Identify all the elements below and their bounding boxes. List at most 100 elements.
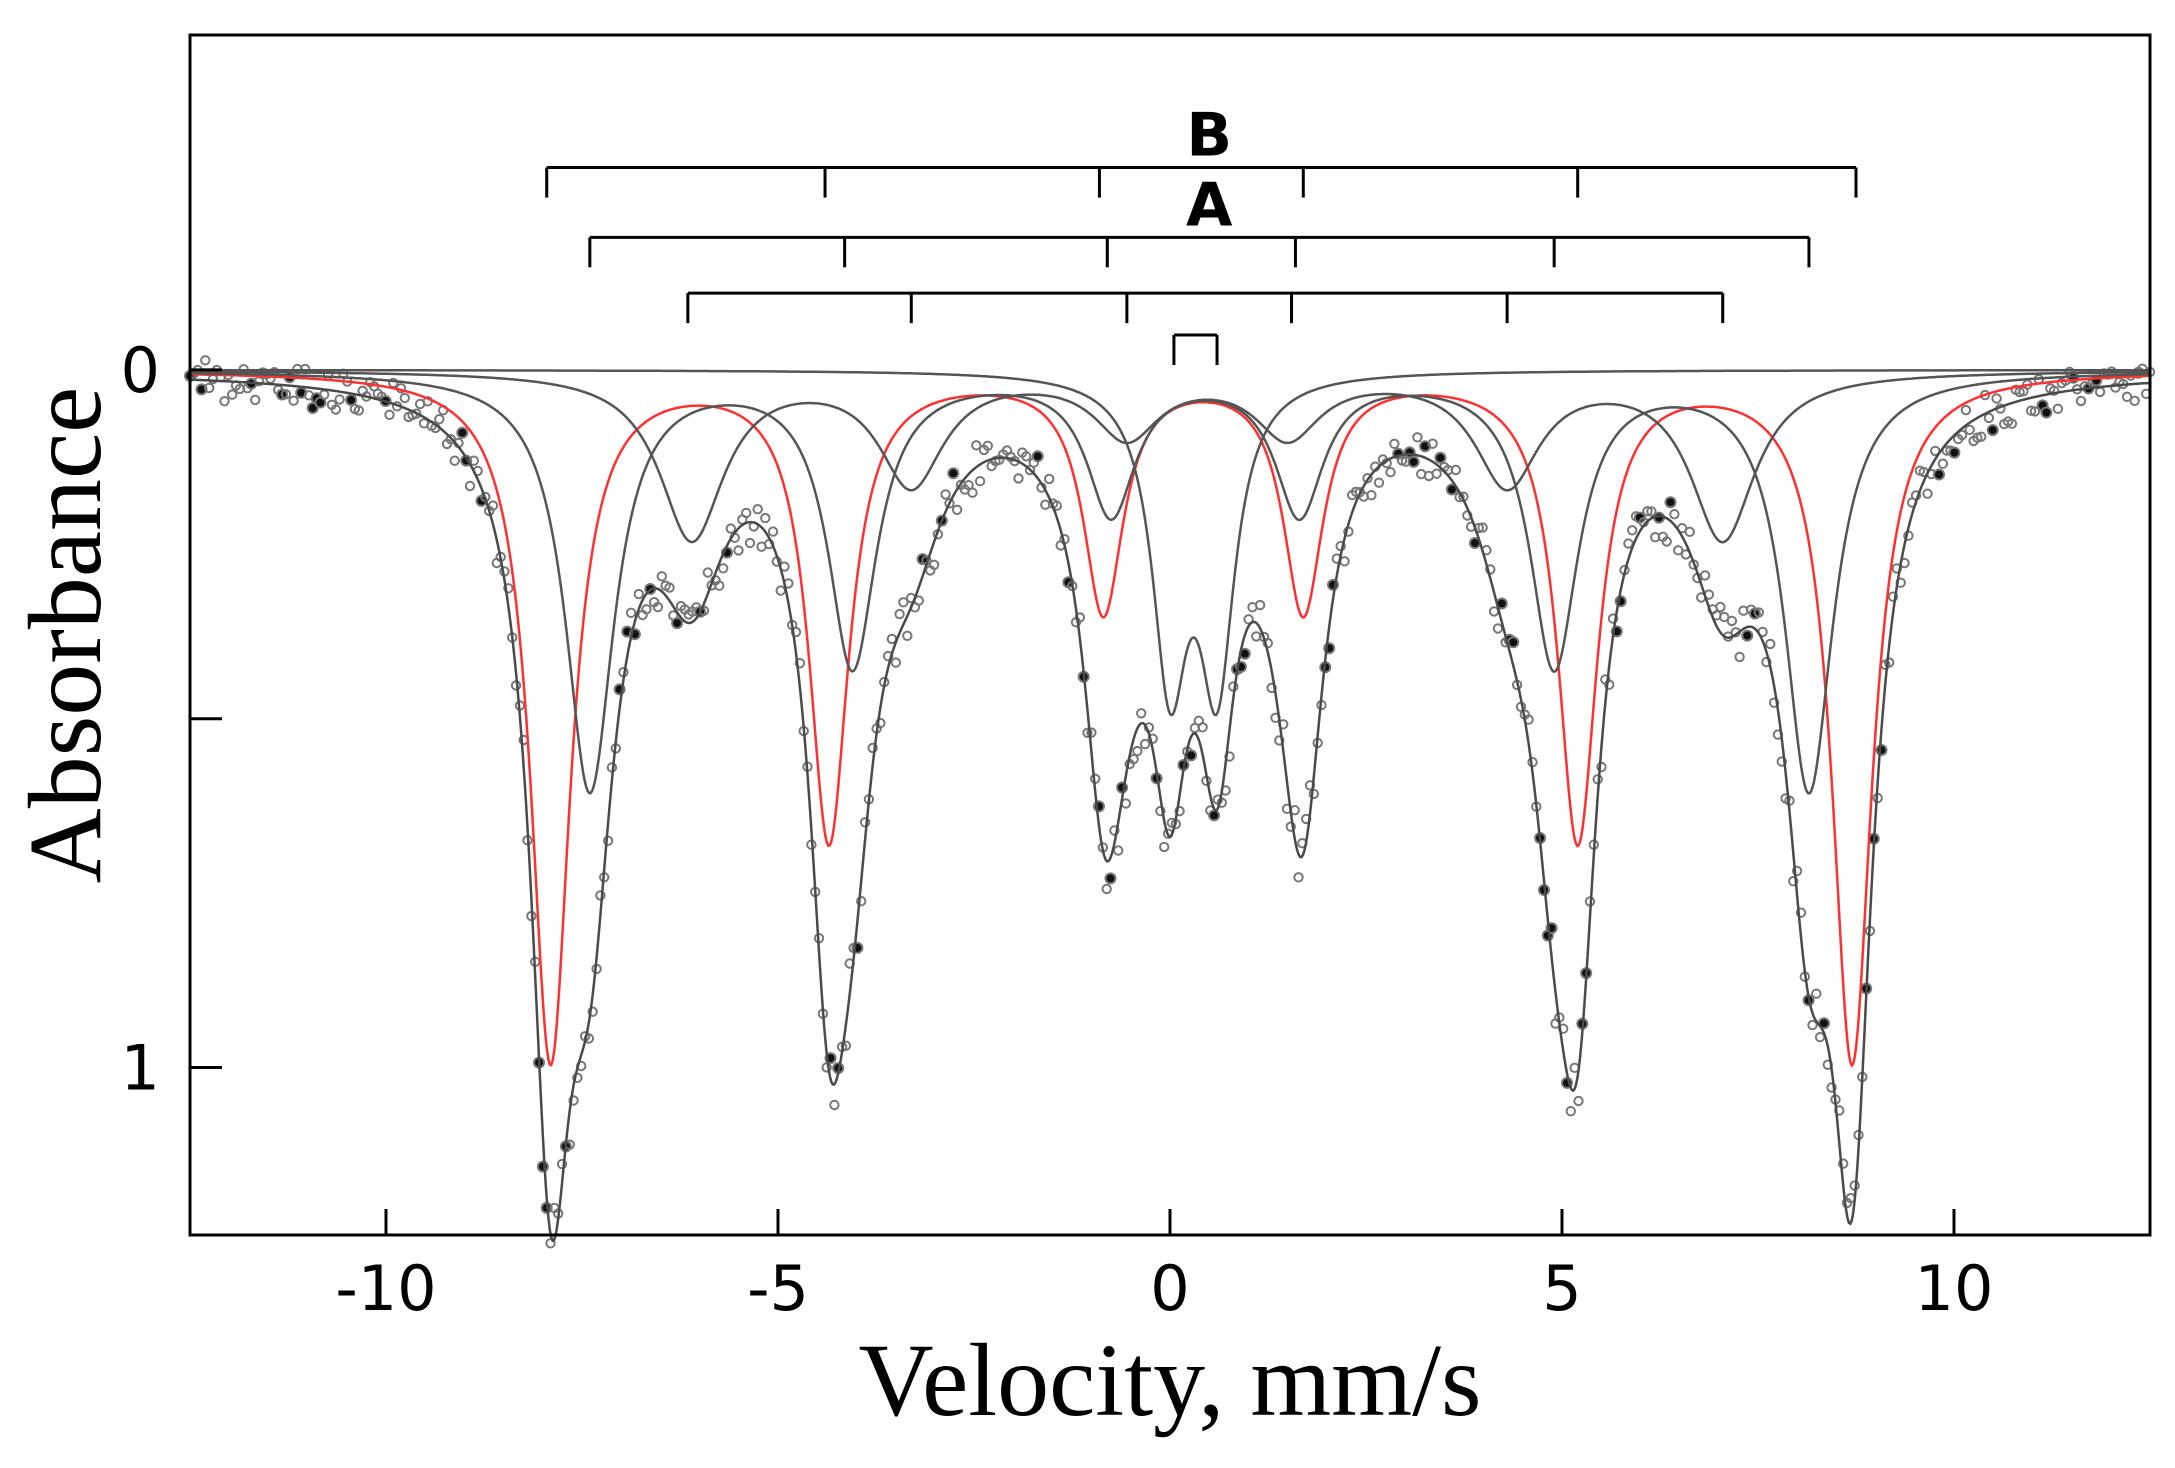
data-point [306, 402, 319, 414]
data-point [752, 504, 763, 515]
data-point [625, 607, 637, 618]
data-point [894, 608, 905, 620]
data-point [1274, 735, 1285, 746]
data-point [1104, 872, 1117, 885]
data-point [434, 414, 445, 425]
data-point [1339, 556, 1350, 567]
data-point [1811, 988, 1822, 999]
data-point [1699, 570, 1711, 581]
data-point [1826, 1082, 1837, 1093]
data-point [1507, 636, 1520, 649]
data-point [940, 489, 951, 500]
data-point [556, 1158, 568, 1170]
data-point [1573, 1095, 1584, 1107]
data-point [1113, 845, 1124, 856]
data-point [1960, 404, 1972, 416]
data-point [1565, 1106, 1577, 1117]
data-point [1044, 473, 1055, 485]
data-point [856, 896, 867, 907]
data-point [2094, 386, 2106, 398]
data-point [1937, 458, 1949, 469]
data-point [1887, 591, 1899, 602]
data-point [503, 583, 514, 594]
sextet-b-curve [190, 373, 2151, 1068]
data-point [568, 1095, 579, 1106]
data-point [449, 455, 460, 466]
data-point [399, 392, 410, 404]
data-point [1431, 468, 1442, 479]
data-point [733, 545, 744, 556]
x-tick-label: 10 [1915, 1252, 1994, 1325]
data-point [587, 1006, 598, 1017]
data-point [947, 467, 960, 480]
data-point [1753, 607, 1765, 618]
data-point [775, 585, 786, 596]
data-point [1013, 473, 1024, 484]
data-point [456, 426, 469, 439]
data-point [1788, 876, 1799, 887]
data-point [718, 563, 729, 574]
data-point [875, 717, 886, 729]
data-point [1795, 907, 1807, 918]
axis-layer: -10 -5 0 5 10 0 1 [121, 334, 1994, 1325]
data-point [1642, 506, 1653, 517]
data-point [384, 409, 395, 420]
data-point [1407, 455, 1420, 468]
data-point [1664, 496, 1677, 509]
data-point [1922, 488, 1933, 499]
data-point [974, 476, 986, 487]
sextet-a-label: A [1186, 170, 1233, 240]
data-point [1243, 614, 1254, 625]
x-tick-label: 5 [1542, 1252, 1581, 1325]
data-point [1986, 424, 1999, 437]
data-point [2029, 406, 2041, 417]
data-point [464, 480, 476, 492]
data-point [2129, 395, 2140, 406]
data-point [345, 394, 358, 406]
data-point [1948, 446, 1961, 459]
sextet-a2-curve [190, 370, 2151, 544]
data-point [1726, 615, 1738, 627]
data-point [2121, 391, 2133, 402]
data-point [928, 559, 940, 570]
data-point [1768, 697, 1780, 708]
data-point [2052, 403, 2064, 414]
data-point [468, 455, 479, 466]
data-point [334, 394, 345, 405]
sextet-a-curve [190, 371, 2150, 795]
data-point [1976, 431, 1987, 442]
data-point [2048, 385, 2060, 396]
data-point [656, 571, 667, 582]
data-point [1155, 805, 1166, 817]
data-point [1389, 438, 1400, 449]
data-point [1477, 522, 1488, 533]
data-point [898, 597, 909, 608]
y-tick-label: 1 [121, 1032, 160, 1105]
data-point [227, 389, 238, 400]
data-point [1492, 623, 1504, 634]
data-point [1197, 722, 1208, 733]
data-point [536, 1160, 549, 1173]
data-point [411, 408, 422, 419]
data-point [1956, 429, 1968, 441]
data-point [1101, 883, 1112, 895]
data-point [2040, 406, 2053, 419]
data-point [982, 440, 993, 451]
data-point [1020, 451, 1032, 462]
data-point [1147, 733, 1158, 744]
data-point [545, 1238, 556, 1249]
data-point [840, 1040, 852, 1051]
data-point [1623, 538, 1634, 549]
data-point [1385, 467, 1396, 478]
data-point [1884, 657, 1895, 668]
data-point [1765, 638, 1776, 650]
data-point [1159, 841, 1170, 853]
data-point [1741, 629, 1754, 642]
data-point [1814, 1031, 1826, 1043]
data-point [1086, 727, 1097, 738]
data-point [1434, 451, 1447, 464]
data-point [967, 487, 978, 498]
data-layer [184, 355, 2156, 1249]
data-point [1254, 599, 1266, 611]
